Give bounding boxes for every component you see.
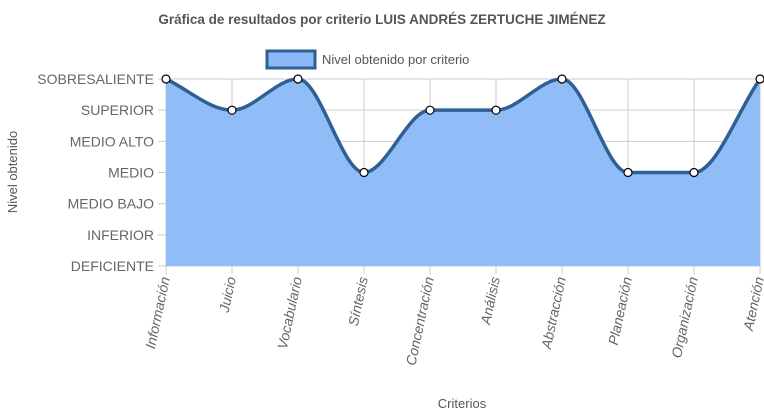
data-point-10[interactable] [755,74,764,84]
area-series [165,77,762,266]
y-axis-label: Nivel obtenido [5,131,20,213]
y-axis-ticks: DEFICIENTE INFERIOR MEDIO BAJO MEDIO MEDIO A… [37,71,154,274]
x-tick-label: Síntesis [345,275,371,327]
y-tick-label: MEDIO [108,165,154,181]
x-tick-label: Información [142,275,173,350]
chart-title: Gráfica de resultados por criterio LUIS … [158,12,605,27]
x-tick-label: Concentración [403,275,437,367]
data-point-7[interactable] [557,74,567,84]
x-tick-label: Atención [740,275,764,333]
data-point-8[interactable] [623,167,633,178]
legend[interactable]: Nivel obtenido por criterio [265,49,469,70]
y-tick-label: DEFICIENTE [71,258,154,274]
series-area-fill [166,79,760,266]
data-point-5[interactable] [425,105,435,115]
x-tick-label: Juicio [216,275,239,315]
x-tick-label: Análisis [477,275,503,327]
legend-swatch [265,49,317,70]
x-tick-label: Vocabulario [274,275,305,350]
y-tick-label: INFERIOR [87,227,154,243]
data-point-3[interactable] [293,74,303,84]
data-point-6[interactable] [491,105,501,115]
x-axis-label: Criterios [438,396,487,411]
data-point-9[interactable] [689,167,699,178]
x-tick-label: Abstracción [538,275,569,351]
y-tick-label: MEDIO ALTO [70,133,154,149]
y-tick-label: MEDIO BAJO [68,196,154,212]
y-tick-label: SUPERIOR [81,102,154,118]
legend-label: Nivel obtenido por criterio [322,52,469,67]
data-point-1[interactable] [161,74,171,84]
x-tick-label: Organización [668,275,701,359]
x-tick-label: Planeación [605,275,635,346]
x-axis-ticks: Información Juicio Vocabulario Síntesis Conc… [142,275,764,367]
data-point-4[interactable] [359,167,369,178]
series-line [165,77,762,175]
data-point-2[interactable] [227,105,237,115]
data-points [161,74,764,178]
y-tick-label: SOBRESALIENTE [37,71,154,87]
